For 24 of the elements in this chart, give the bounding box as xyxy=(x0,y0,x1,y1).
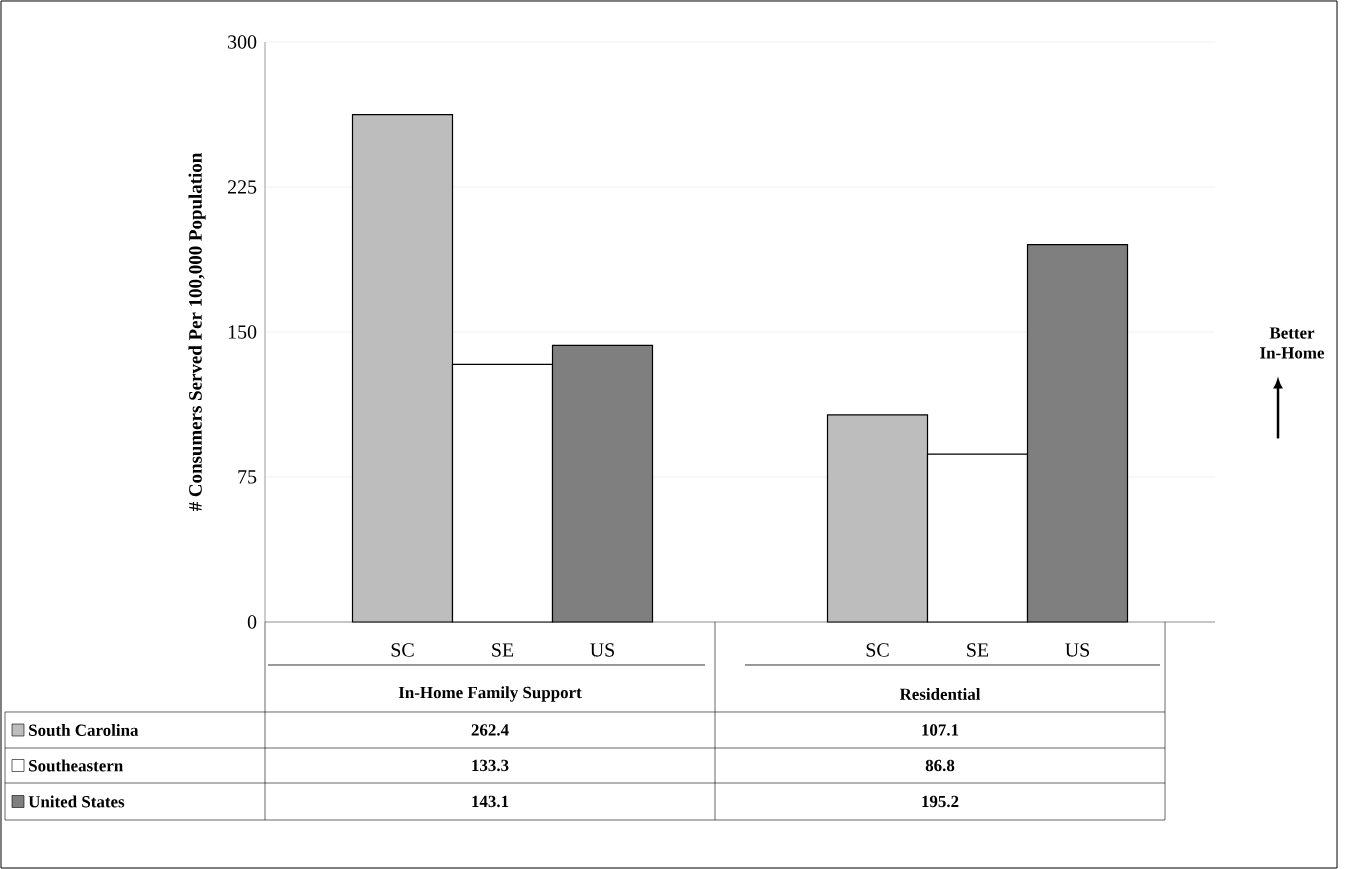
y-tick-label: 300 xyxy=(228,35,257,49)
data-label: 262.4 xyxy=(471,724,509,736)
data-label: 133.3 xyxy=(472,759,509,772)
text: Better In-Home xyxy=(1260,327,1325,359)
data-label: 195.2 xyxy=(922,795,959,808)
y-tick-label: 225 xyxy=(228,180,257,194)
text: US xyxy=(1065,643,1090,657)
data-label: 143.1 xyxy=(472,795,509,808)
text: SE xyxy=(492,643,514,657)
data-label: 86.8 xyxy=(925,759,955,772)
legend-label: South Carolina xyxy=(29,724,139,736)
y-axis-title: # Consumers Served Per 100,000 Population xyxy=(188,153,206,512)
text: SC xyxy=(391,643,414,657)
legend-label: Southeastern xyxy=(29,759,123,772)
x-tick-label: Residential xyxy=(899,688,981,700)
text: SE xyxy=(967,643,989,657)
legend-label: United States xyxy=(28,795,125,808)
data-label: 107.1 xyxy=(922,724,959,736)
y-tick-label: 150 xyxy=(228,325,257,339)
x-tick-label: In-Home Family Support xyxy=(398,686,582,702)
text: SC xyxy=(866,643,889,657)
y-tick-label: 75 xyxy=(238,470,257,484)
y-tick-label: 0 xyxy=(247,615,257,629)
text: US xyxy=(590,643,614,657)
